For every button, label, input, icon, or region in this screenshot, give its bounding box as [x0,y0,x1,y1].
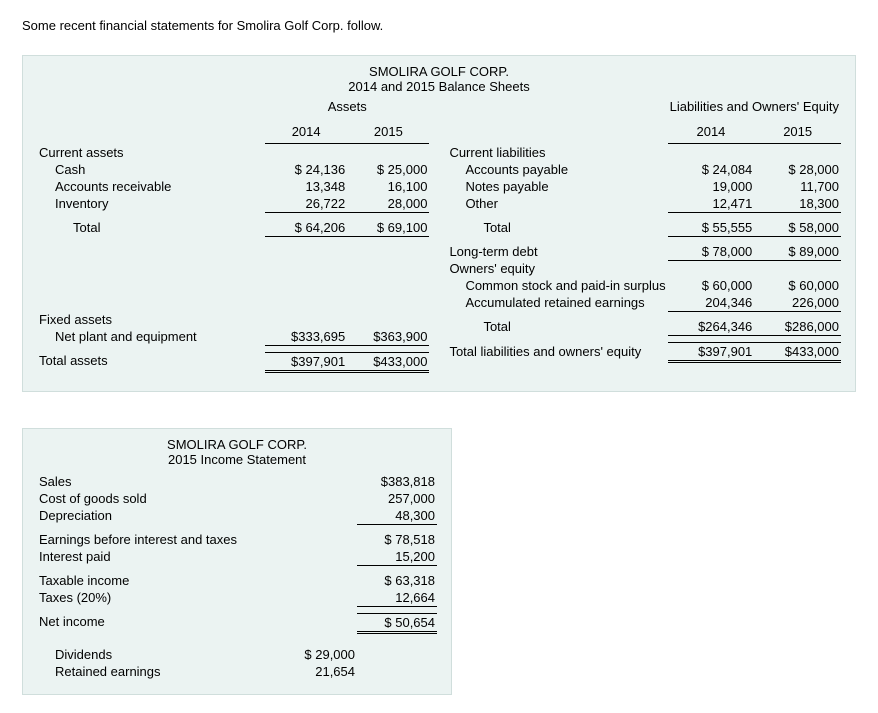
row-fixed-assets: Fixed assets [37,311,265,328]
row-ap: Accounts payable [447,161,667,178]
tloe-2015: $433,000 [754,343,841,362]
oet-2014: $264,346 [668,318,755,336]
row-are: Accumulated retained earnings [447,294,667,312]
is-int-val: 15,200 [357,548,437,566]
liab-year-2015: 2015 [754,120,841,144]
is-cogs-val: 257,000 [357,490,437,507]
row-other: Other [447,195,667,213]
ca-2014: $ 64,206 [265,219,347,237]
row-oe-total: Total [447,318,667,336]
row-cl-total: Total [447,219,667,237]
is-ti: Taxable income [37,572,277,589]
is-dep: Depreciation [37,507,277,525]
ltd-2015: $ 89,000 [754,243,841,261]
row-ltd: Long-term debt [447,243,667,261]
row-inv: Inventory [37,195,265,213]
is-int: Interest paid [37,548,277,566]
is-ebit-val: $ 78,518 [357,531,437,548]
other-2015: 18,300 [754,195,841,213]
cs-2014: $ 60,000 [668,277,755,294]
balance-sheet: SMOLIRA GOLF CORP. 2014 and 2015 Balance… [22,55,856,392]
intro-text: Some recent financial statements for Smo… [22,18,856,33]
row-current-assets: Current assets [37,144,265,161]
is-sales: Sales [37,473,277,490]
tloe-2014: $397,901 [668,343,755,362]
row-tloe: Total liabilities and owners' equity [447,343,667,362]
is-cogs: Cost of goods sold [37,490,277,507]
inv-2015: 28,000 [347,195,429,213]
bs-subtitle: 2014 and 2015 Balance Sheets [37,79,841,94]
is-subtitle: 2015 Income Statement [37,452,437,467]
row-ppe: Net plant and equipment [37,328,265,346]
is-dep-val: 48,300 [357,507,437,525]
is-tax: Taxes (20%) [37,589,277,607]
row-cash: Cash [37,161,265,178]
row-oe: Owners' equity [447,260,667,277]
inv-2014: 26,722 [265,195,347,213]
is-ni-val: $ 50,654 [357,613,437,632]
is-ebit: Earnings before interest and taxes [37,531,277,548]
ar-2014: 13,348 [265,178,347,195]
ta-2015: $433,000 [347,352,429,371]
cl-2015: $ 58,000 [754,219,841,237]
np-2014: 19,000 [668,178,755,195]
is-re: Retained earnings [37,663,277,680]
cs-2015: $ 60,000 [754,277,841,294]
assets-column: Assets 2014 2015 Current assets Cash $ 2… [37,98,429,373]
is-div: Dividends [37,646,277,663]
ap-2015: $ 28,000 [754,161,841,178]
bs-company: SMOLIRA GOLF CORP. [37,64,841,79]
are-2015: 226,000 [754,294,841,312]
ta-2014: $397,901 [265,352,347,371]
cash-2015: $ 25,000 [347,161,429,178]
row-ar: Accounts receivable [37,178,265,195]
np-2015: 11,700 [754,178,841,195]
is-ni: Net income [37,613,277,632]
assets-year-2014: 2014 [265,120,347,144]
ca-2015: $ 69,100 [347,219,429,237]
row-cs: Common stock and paid-in surplus [447,277,667,294]
is-company: SMOLIRA GOLF CORP. [37,437,437,452]
cl-2014: $ 55,555 [668,219,755,237]
liabilities-column: Liabilities and Owners' Equity 2014 2015… [447,98,841,373]
ap-2014: $ 24,084 [668,161,755,178]
is-div-val: $ 29,000 [277,646,357,663]
liab-year-2014: 2014 [668,120,755,144]
is-ti-val: $ 63,318 [357,572,437,589]
oet-2015: $286,000 [754,318,841,336]
is-tax-val: 12,664 [357,589,437,607]
other-2014: 12,471 [668,195,755,213]
assets-year-2015: 2015 [347,120,429,144]
ppe-2014: $333,695 [265,328,347,346]
row-ca-total: Total [37,219,265,237]
ar-2015: 16,100 [347,178,429,195]
is-sales-val: $383,818 [357,473,437,490]
ltd-2014: $ 78,000 [668,243,755,261]
row-current-liab: Current liabilities [447,144,667,161]
liab-header: Liabilities and Owners' Equity [668,98,841,120]
is-re-val: 21,654 [277,663,357,680]
row-np: Notes payable [447,178,667,195]
income-statement: SMOLIRA GOLF CORP. 2015 Income Statement… [22,428,452,695]
assets-header: Assets [265,98,429,120]
ppe-2015: $363,900 [347,328,429,346]
are-2014: 204,346 [668,294,755,312]
row-total-assets: Total assets [37,352,265,371]
cash-2014: $ 24,136 [265,161,347,178]
